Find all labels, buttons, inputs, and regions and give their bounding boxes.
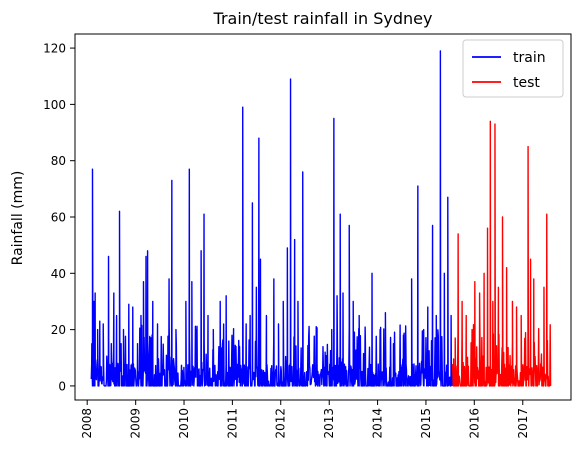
x-tick-label: 2013 — [322, 408, 336, 439]
y-tick-label: 60 — [51, 211, 66, 225]
legend-label-test: test — [513, 75, 540, 91]
x-tick-label: 2014 — [371, 408, 385, 439]
y-tick-label: 80 — [51, 154, 66, 168]
legend-label-train: train — [513, 50, 546, 66]
series-line-train — [90, 50, 453, 387]
x-tick-label: 2011 — [225, 408, 239, 439]
x-tick-label: 2017 — [516, 408, 530, 439]
x-axis: 2008 2009 2010 2011 2012 2013 2014 2015 2016 2017 — [80, 400, 530, 439]
x-tick-label: 2016 — [467, 408, 481, 439]
y-tick-label: 20 — [51, 323, 66, 337]
y-axis: 0 20 40 60 80 100 120 — [43, 42, 75, 393]
y-tick-label: 120 — [43, 42, 66, 56]
x-tick-label: 2012 — [274, 408, 288, 439]
legend: train test — [462, 39, 564, 98]
y-tick-label: 100 — [43, 98, 66, 112]
x-tick-label: 2010 — [177, 408, 191, 439]
x-tick-label: 2015 — [419, 408, 433, 439]
y-tick-label: 40 — [51, 267, 66, 281]
chart-title: Train/test rainfall in Sydney — [213, 9, 433, 28]
y-axis-label: Rainfall (mm) — [10, 171, 26, 266]
x-tick-label: 2009 — [129, 408, 143, 439]
series-layer — [90, 50, 552, 387]
x-tick-label: 2008 — [80, 408, 94, 439]
y-tick-label: 0 — [58, 379, 66, 393]
series-line-test — [451, 120, 552, 387]
